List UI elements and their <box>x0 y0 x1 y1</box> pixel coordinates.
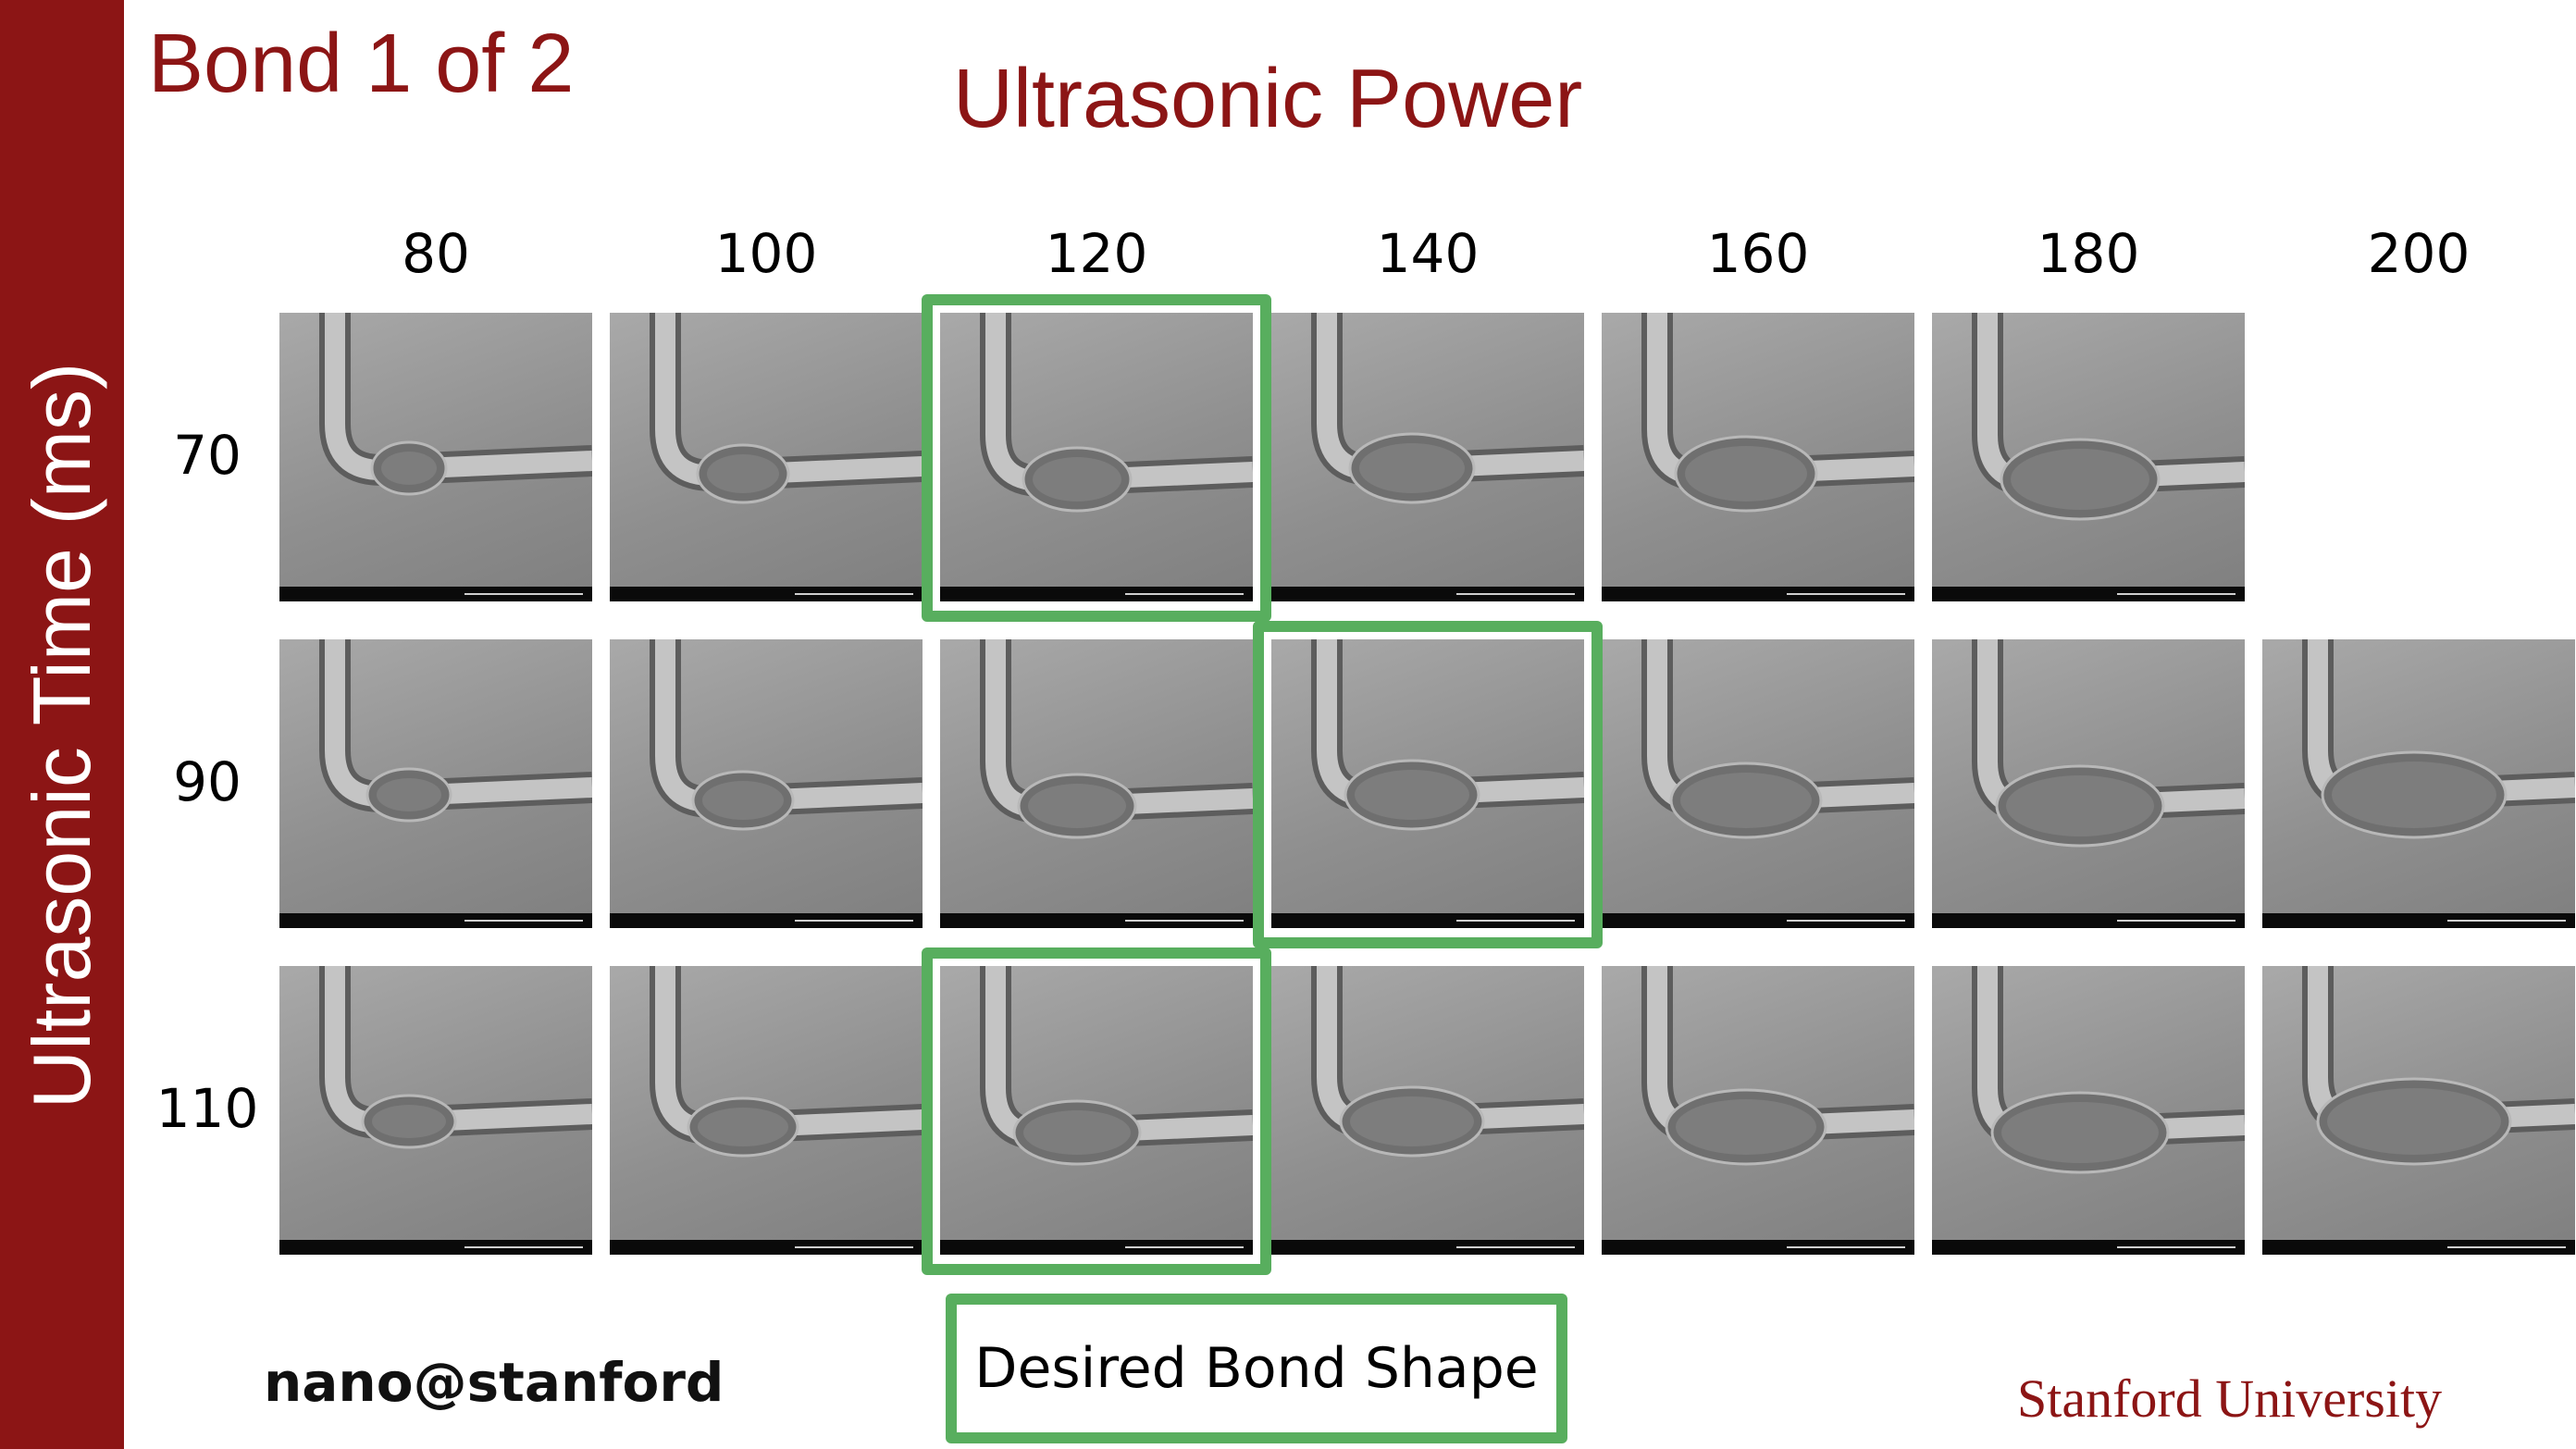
wire-bond-image <box>1641 313 1914 513</box>
scale-bar <box>610 587 923 601</box>
sem-micrograph <box>1271 639 1584 928</box>
power-label-160: 160 <box>1706 222 1810 285</box>
desired-bond-shape-label: Desired Bond Shape <box>974 1336 1539 1401</box>
sem-micrograph <box>279 313 592 601</box>
scale-bar <box>279 1240 592 1255</box>
scale-bar <box>1932 913 2245 928</box>
wire-bond-image <box>1641 639 1914 839</box>
wire-bond-image <box>1972 313 2245 521</box>
sem-micrograph <box>1271 966 1584 1255</box>
wire-bond-image <box>2302 639 2575 839</box>
side-bar: Ultrasonic Time (ms) <box>0 0 124 1449</box>
sem-micrograph <box>279 966 592 1255</box>
wire-bond-image <box>980 639 1253 839</box>
wire-bond-image <box>980 313 1253 513</box>
x-axis-title: Ultrasonic Power <box>953 53 1583 145</box>
sem-micrograph <box>1602 639 1914 928</box>
wire-bond-image <box>1972 966 2245 1174</box>
scale-bar <box>1932 587 2245 601</box>
sem-micrograph <box>1932 313 2245 601</box>
scale-bar <box>1602 1240 1914 1255</box>
wire-bond-image <box>319 639 592 823</box>
sem-micrograph <box>610 639 923 928</box>
scale-bar <box>279 587 592 601</box>
sem-micrograph <box>610 313 923 601</box>
bond-title: Bond 1 of 2 <box>148 18 575 110</box>
wire-bond-image <box>1311 313 1584 504</box>
stanford-university-logo: Stanford University <box>2017 1368 2443 1429</box>
wire-bond-image <box>650 313 923 504</box>
sem-micrograph <box>279 639 592 928</box>
wire-bond-image <box>1311 966 1584 1158</box>
scale-bar <box>610 1240 923 1255</box>
desired-bond-highlight <box>922 294 1271 622</box>
scale-bar <box>1932 1240 2245 1255</box>
wire-bond-image <box>319 966 592 1149</box>
desired-bond-highlight <box>922 947 1271 1275</box>
nano-stanford-logo: nano@stanford <box>264 1351 724 1414</box>
scale-bar <box>2262 1240 2575 1255</box>
sem-micrograph <box>1602 313 1914 601</box>
power-label-200: 200 <box>2367 222 2471 285</box>
sem-micrograph <box>1932 966 2245 1255</box>
time-label-110: 110 <box>155 1077 259 1140</box>
sem-micrograph <box>1602 966 1914 1255</box>
time-label-90: 90 <box>173 750 242 813</box>
desired-bond-shape-legend: Desired Bond Shape <box>946 1294 1567 1443</box>
sem-micrograph <box>1271 313 1584 601</box>
power-label-140: 140 <box>1376 222 1480 285</box>
sem-micrograph <box>2262 966 2575 1255</box>
power-label-80: 80 <box>402 222 470 285</box>
scale-bar <box>1602 913 1914 928</box>
wire-bond-image <box>1311 639 1584 831</box>
sem-micrograph <box>940 313 1253 601</box>
y-axis-title: Ultrasonic Time (ms) <box>16 362 107 1109</box>
sem-micrograph <box>610 966 923 1255</box>
scale-bar <box>1271 587 1584 601</box>
wire-bond-image <box>980 966 1253 1166</box>
sem-micrograph <box>1932 639 2245 928</box>
wire-bond-image <box>650 966 923 1158</box>
scale-bar <box>940 1240 1253 1255</box>
scale-bar <box>610 913 923 928</box>
power-label-180: 180 <box>2037 222 2140 285</box>
wire-bond-image <box>2302 966 2575 1166</box>
scale-bar <box>1602 587 1914 601</box>
scale-bar <box>940 913 1253 928</box>
scale-bar <box>2262 913 2575 928</box>
sem-micrograph <box>940 639 1253 928</box>
wire-bond-image <box>1641 966 1914 1166</box>
scale-bar <box>279 913 592 928</box>
wire-bond-image <box>650 639 923 831</box>
sem-micrograph <box>940 966 1253 1255</box>
wire-bond-image <box>319 313 592 496</box>
power-label-100: 100 <box>714 222 818 285</box>
scale-bar <box>1271 1240 1584 1255</box>
scale-bar <box>940 587 1253 601</box>
time-label-70: 70 <box>173 424 242 487</box>
power-label-120: 120 <box>1045 222 1148 285</box>
sem-micrograph <box>2262 639 2575 928</box>
wire-bond-image <box>1972 639 2245 848</box>
desired-bond-highlight <box>1253 621 1603 948</box>
scale-bar <box>1271 913 1584 928</box>
